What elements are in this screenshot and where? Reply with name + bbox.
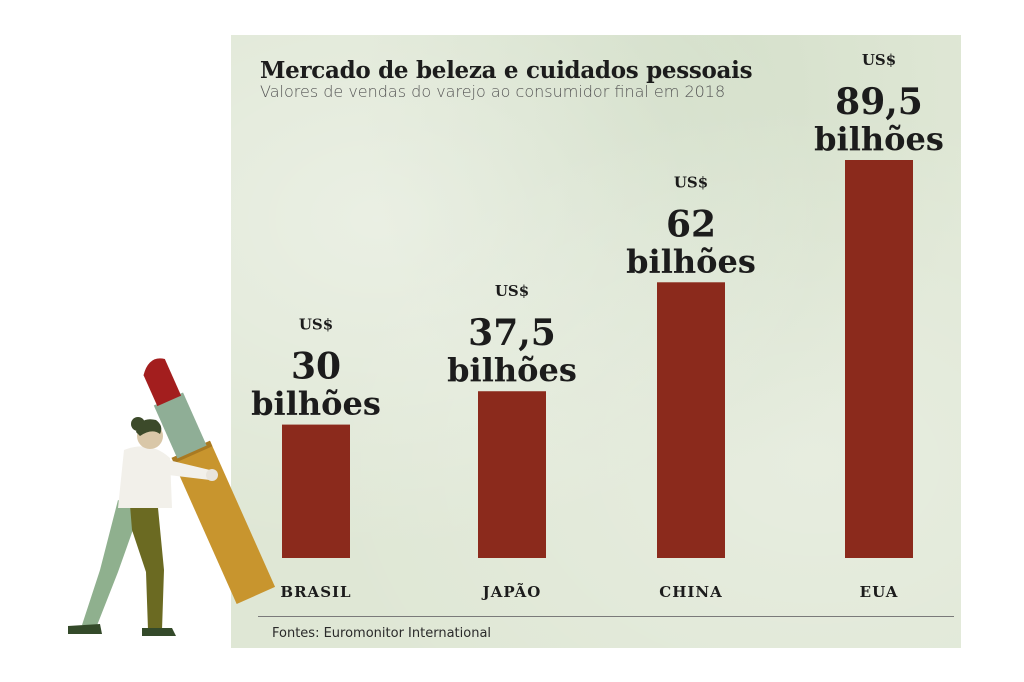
bar-eua: [845, 160, 913, 558]
woman-pushing-lipstick-illustration: [68, 358, 276, 636]
value-unit-label: bilhões: [814, 120, 944, 158]
bar-china: [657, 282, 725, 558]
source-note: Fontes: Euromonitor International: [272, 626, 492, 641]
value-currency-label: US$: [495, 282, 529, 300]
chart-panel: [231, 35, 961, 648]
category-label: EUA: [860, 583, 899, 601]
value-currency-label: US$: [674, 173, 708, 191]
bar-brasil: [282, 424, 350, 558]
category-label: CHINA: [659, 583, 722, 601]
chart-title: Mercado de beleza e cuidados pessoais: [260, 57, 753, 84]
value-number-label: 62: [666, 203, 716, 245]
value-currency-label: US$: [299, 316, 333, 334]
chart-subtitle: Valores de vendas do varejo ao consumido…: [260, 82, 726, 101]
value-unit-label: bilhões: [626, 242, 756, 280]
value-number-label: 30: [291, 346, 341, 388]
value-currency-label: US$: [862, 51, 896, 69]
category-label: BRASIL: [280, 583, 351, 601]
value-number-label: 89,5: [835, 81, 923, 123]
bar-japão: [478, 391, 546, 558]
footer-rule: [258, 616, 954, 617]
value-unit-label: bilhões: [251, 385, 381, 423]
category-label: JAPÃO: [481, 582, 542, 601]
value-unit-label: bilhões: [447, 351, 577, 389]
value-number-label: 37,5: [468, 312, 556, 354]
